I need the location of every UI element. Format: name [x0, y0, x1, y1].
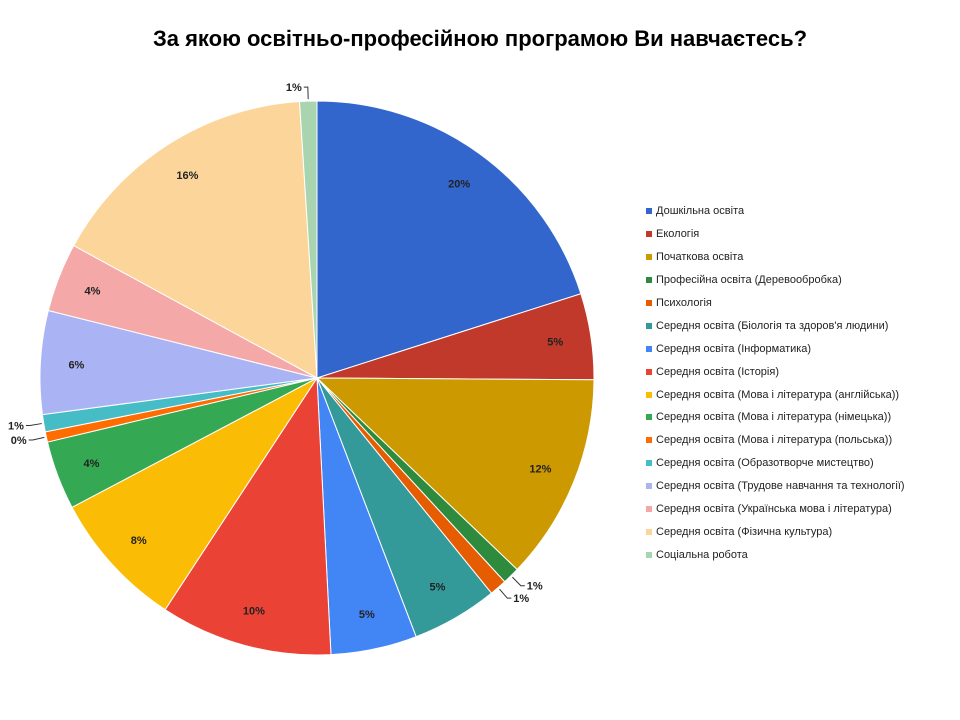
legend-swatch-icon [646, 254, 652, 261]
leader-line-12 [25, 423, 42, 427]
slice-value-label-8: 10% [243, 606, 265, 618]
slice-value-label-3: 12% [529, 463, 551, 475]
legend-item-3: Початкова освіта [646, 246, 905, 269]
legend-label: Професійна освіта (Деревообробка) [656, 274, 842, 287]
legend-item-6: Середня освіта (Біологія та здоров'я люд… [646, 314, 905, 337]
legend-label: Середня освіта (Історія) [656, 365, 779, 378]
legend-item-8: Середня освіта (Історія) [646, 360, 905, 383]
slice-labels: 20%5%12%1%1%5%5%10%8%4%0%1%6%4%16%1% [8, 82, 563, 621]
legend-swatch-icon [646, 483, 652, 490]
pie-slices [39, 100, 595, 656]
legend-swatch-icon [646, 277, 652, 284]
legend-swatch-icon [646, 322, 652, 329]
legend-item-4: Професійна освіта (Деревообробка) [646, 269, 905, 292]
slice-value-label-14: 4% [85, 285, 101, 297]
legend-item-1: Дошкільна освіта [646, 200, 905, 223]
legend-swatch-icon [646, 506, 652, 513]
pie-slice-15 [73, 101, 318, 379]
legend-item-2: Екологія [646, 223, 905, 246]
legend-label: Середня освіта (Інформатика) [656, 342, 812, 355]
legend-label: Середня освіта (Мова і література (німец… [656, 411, 892, 424]
legend-swatch-icon [646, 437, 652, 444]
legend-item-11: Середня освіта (Мова і література (польс… [646, 429, 905, 452]
legend-swatch-icon [646, 391, 652, 398]
legend-label: Середня освіта (Мова і література (польс… [656, 434, 893, 447]
legend-item-16: Соціальна робота [646, 543, 905, 566]
legend: Дошкільна освіта Екологія Початкова освіта… [646, 200, 905, 566]
slice-value-label-10: 4% [83, 458, 99, 470]
legend-label: Середня освіта (Образотворче мистецтво) [656, 457, 874, 470]
legend-swatch-icon [646, 208, 652, 215]
slice-value-label-6: 5% [430, 582, 446, 594]
legend-label: Середня освіта (Фізична культура) [656, 525, 833, 538]
slice-value-label-15: 16% [176, 170, 198, 182]
legend-item-10: Середня освіта (Мова і література (німец… [646, 406, 905, 429]
leader-line-4 [512, 576, 525, 587]
slice-value-label-2: 5% [547, 337, 563, 349]
slice-value-label-9: 8% [131, 535, 147, 547]
legend-item-12: Середня освіта (Образотворче мистецтво) [646, 452, 905, 475]
legend-item-15: Середня освіта (Фізична культура) [646, 520, 905, 543]
slice-value-label-12: 1% [8, 421, 24, 433]
legend-label: Середня освіта (Біологія та здоров'я люд… [656, 319, 889, 332]
pie-slice-8 [164, 376, 332, 656]
pie-slice-1 [316, 100, 582, 379]
legend-swatch-icon [646, 345, 652, 352]
legend-item-14: Середня освіта (Українська мова і літера… [646, 498, 905, 521]
slice-value-label-1: 20% [448, 178, 470, 190]
legend-swatch-icon [646, 300, 652, 306]
legend-label: Початкова освіта [656, 251, 744, 264]
pie-slice-16 [299, 100, 318, 379]
legend-label: Середня освіта (Мова і література (англі… [656, 388, 900, 401]
leader-line-5 [499, 588, 512, 599]
pie-slice-9 [71, 377, 318, 611]
slice-value-label-16: 1% [286, 82, 302, 94]
pie-slice-3 [315, 377, 595, 571]
leader-lines [25, 86, 525, 599]
slice-value-label-11: 0% [11, 435, 27, 447]
legend-swatch-icon [646, 460, 652, 467]
legend-item-7: Середня освіта (Інформатика) [646, 337, 905, 360]
legend-label: Дошкільна освіта [656, 205, 745, 218]
legend-swatch-icon [646, 414, 652, 421]
legend-swatch-icon [646, 551, 652, 558]
leader-line-11 [28, 436, 45, 441]
chart-title: За якою освітньо-професійною програмою В… [152, 26, 808, 51]
legend-label: Середня освіта (Українська мова і літера… [656, 503, 892, 516]
legend-swatch-icon [646, 368, 652, 375]
legend-item-5: Психологія [646, 292, 905, 315]
slice-value-label-4: 1% [527, 581, 543, 593]
slice-value-label-13: 6% [68, 359, 84, 371]
legend-label: Екологія [656, 228, 700, 241]
slice-value-label-5: 1% [513, 593, 529, 605]
legend-swatch-icon [646, 528, 652, 535]
legend-item-13: Середня освіта (Трудове навчання та техн… [646, 475, 905, 498]
legend-item-9: Середня освіта (Мова і література (англі… [646, 383, 905, 406]
slice-value-label-7: 5% [359, 609, 375, 621]
legend-swatch-icon [646, 231, 652, 238]
legend-label: Соціальна робота [656, 548, 748, 561]
leader-line-16 [303, 86, 309, 100]
legend-label: Середня освіта (Трудове навчання та техн… [656, 480, 905, 493]
legend-label: Психологія [656, 297, 712, 309]
